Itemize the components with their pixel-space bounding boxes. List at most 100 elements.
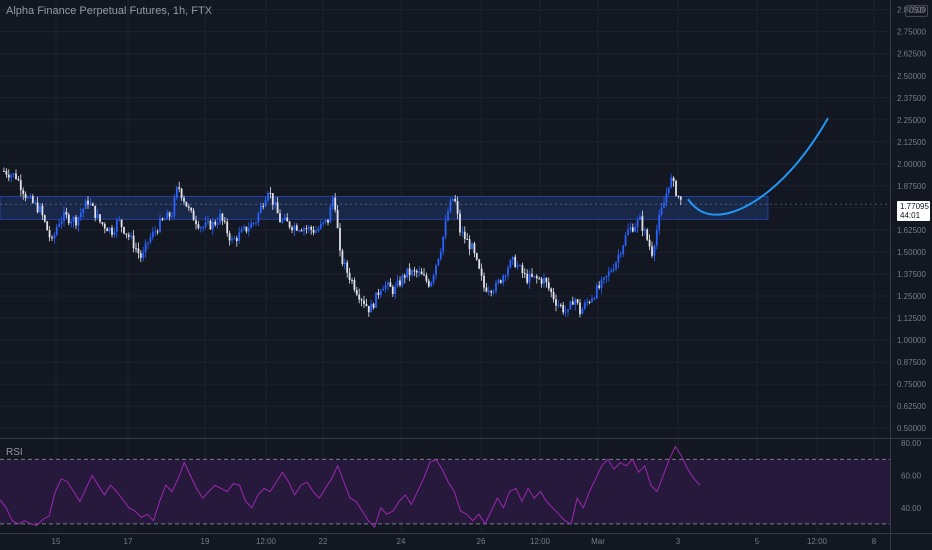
- candle-body: [619, 254, 622, 256]
- candle-body: [545, 277, 548, 283]
- time-tick-label: 8: [872, 537, 877, 546]
- price-tick-label: 2.50000: [897, 72, 926, 81]
- time-tick-label: 15: [52, 537, 61, 546]
- price-tick-label: 2.25000: [897, 116, 926, 125]
- candle-body: [180, 188, 183, 198]
- candle-body: [636, 219, 639, 228]
- candle-body: [329, 206, 332, 223]
- candle-body: [667, 187, 670, 194]
- candle-body: [466, 238, 469, 240]
- candle-body: [581, 308, 584, 315]
- candle-body: [276, 202, 279, 214]
- price-tick-label: 2.62500: [897, 50, 926, 59]
- candle-body: [339, 228, 341, 251]
- bar-countdown: 44:01: [900, 211, 921, 220]
- candle-body: [17, 179, 20, 181]
- candle-body: [130, 235, 133, 237]
- price-tick-label: 1.37500: [897, 270, 926, 279]
- time-tick-label: 26: [477, 537, 486, 546]
- candle-body: [528, 273, 531, 283]
- candle-body: [231, 238, 233, 241]
- candle-body: [485, 287, 488, 292]
- candle-body: [672, 177, 675, 182]
- candle-body: [298, 230, 301, 232]
- candle-body: [3, 170, 5, 172]
- candle-body: [586, 301, 589, 303]
- candle-body: [365, 304, 368, 306]
- candle-body: [322, 222, 325, 224]
- candle-body: [435, 265, 437, 276]
- candle-body: [679, 196, 682, 200]
- candle-body: [531, 273, 533, 277]
- candle-body: [53, 234, 56, 239]
- candle-body: [142, 252, 145, 258]
- candle-body: [226, 221, 229, 234]
- candle-body: [72, 217, 75, 222]
- candle-body: [190, 207, 193, 211]
- candle-body: [663, 202, 665, 208]
- candle-body: [55, 226, 58, 235]
- candle-body: [139, 253, 142, 258]
- projection-layer: [687, 117, 829, 216]
- candle-body: [283, 217, 286, 220]
- currency-badge[interactable]: USD: [905, 5, 928, 17]
- candle-body: [660, 207, 663, 215]
- candle-body: [336, 209, 339, 229]
- candle-body: [439, 251, 442, 259]
- candle-body: [641, 216, 644, 231]
- candle-body: [415, 270, 418, 273]
- candle-body: [603, 277, 605, 280]
- candle-body: [492, 291, 495, 293]
- candle-body: [255, 222, 257, 224]
- candle-body: [478, 259, 481, 269]
- candle-body: [346, 262, 349, 273]
- candle-body: [29, 196, 32, 198]
- candle-body: [156, 231, 159, 233]
- candle-body: [106, 228, 109, 232]
- candle-body: [264, 200, 267, 207]
- candle-body: [79, 212, 82, 218]
- candle-body: [391, 286, 394, 294]
- candle-body: [403, 275, 406, 278]
- candle-body: [214, 221, 217, 225]
- candle-body: [471, 243, 473, 250]
- candle-body: [571, 301, 574, 305]
- candle-body: [240, 229, 243, 233]
- candle-body: [331, 197, 334, 207]
- candle-body: [82, 208, 85, 213]
- time-tick-label: Mar: [591, 537, 605, 546]
- candle-body: [317, 228, 320, 232]
- candle-body: [569, 301, 572, 310]
- candle-body: [449, 200, 452, 212]
- candle-body: [394, 286, 397, 294]
- candle-body: [480, 268, 483, 276]
- candle-body: [627, 229, 629, 236]
- candle-body: [168, 212, 171, 217]
- candle-body: [303, 228, 305, 232]
- time-tick-label: 19: [201, 537, 210, 546]
- candle-body: [516, 265, 519, 268]
- candle-body: [36, 202, 39, 213]
- candle-body: [262, 205, 265, 207]
- candle-body: [118, 219, 121, 221]
- candle-body: [624, 235, 627, 246]
- candle-body: [101, 222, 104, 224]
- candle-body: [456, 201, 459, 214]
- candle-body: [5, 171, 8, 175]
- candle-body: [583, 302, 586, 309]
- candle-body: [615, 262, 617, 270]
- time-tick-label: 3: [676, 537, 681, 546]
- price-tick-label: 0.87500: [897, 358, 926, 367]
- candle-body: [475, 253, 478, 260]
- candle-body: [377, 292, 380, 296]
- candle-body: [245, 226, 248, 232]
- candle-body: [39, 205, 41, 213]
- candle-body: [238, 232, 241, 241]
- price-tick-label: 1.25000: [897, 292, 926, 301]
- price-tick-label: 2.37500: [897, 94, 926, 103]
- candle-body: [324, 219, 327, 223]
- candle-body: [286, 217, 289, 222]
- candle-body: [675, 181, 677, 196]
- candle-body: [425, 275, 428, 281]
